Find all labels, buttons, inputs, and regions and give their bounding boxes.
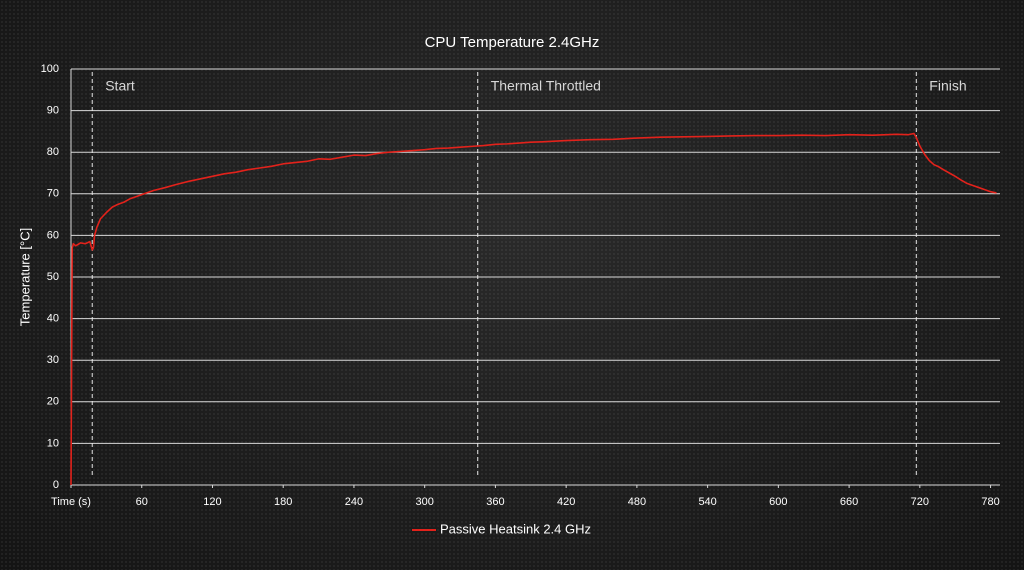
y-tick-label: 40 xyxy=(47,313,59,325)
legend-label: Passive Heatsink 2.4 GHz xyxy=(440,521,591,536)
annotation-label: Thermal Throttled xyxy=(491,78,601,94)
x-tick-label: 180 xyxy=(274,496,292,508)
y-tick-label: 30 xyxy=(47,354,59,366)
x-tick-label: 60 xyxy=(136,496,148,508)
x-tick-label: 120 xyxy=(203,496,221,508)
x-tick-label: 600 xyxy=(769,496,787,508)
x-tick-label: 660 xyxy=(840,496,858,508)
y-tick-label: 10 xyxy=(47,437,59,449)
x-tick-label: 360 xyxy=(486,496,504,508)
x-tick-label: 240 xyxy=(345,496,363,508)
chart-title: CPU Temperature 2.4GHz xyxy=(425,34,600,51)
y-tick-label: 90 xyxy=(47,105,59,117)
data-line xyxy=(70,132,997,486)
x-tick-label: 540 xyxy=(698,496,716,508)
x-tick-label: 480 xyxy=(628,496,646,508)
y-tick-label: 100 xyxy=(41,63,59,75)
y-tick-label: 0 xyxy=(53,479,59,491)
annotation-label: Start xyxy=(105,78,135,94)
x-tick-label: 720 xyxy=(911,496,929,508)
y-tick-label: 50 xyxy=(47,271,59,283)
y-axis-label: Temperature [°C] xyxy=(17,228,32,326)
x-tick-label: 420 xyxy=(557,496,575,508)
y-tick-label: 70 xyxy=(47,188,59,200)
y-tick-label: 20 xyxy=(47,396,59,408)
x-tick-label: 780 xyxy=(981,496,999,508)
y-tick-label: 80 xyxy=(47,146,59,158)
annotation-label: Finish xyxy=(929,78,966,94)
y-tick-label: 60 xyxy=(47,229,59,241)
x-tick-label: 300 xyxy=(416,496,434,508)
x-tick-label: Time (s) xyxy=(51,496,91,508)
